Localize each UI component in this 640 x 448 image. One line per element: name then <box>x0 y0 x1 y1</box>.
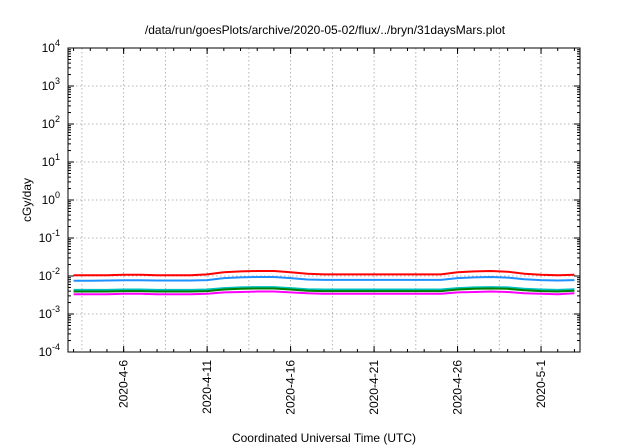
series-line-2 <box>73 276 575 282</box>
x-tick-label: 2020-4-21 <box>367 360 381 415</box>
y-tick-label: 104 <box>42 38 60 55</box>
y-tick-label: 10-4 <box>39 342 60 359</box>
grid-layer <box>68 48 580 352</box>
x-tick-label: 2020-5-1 <box>534 360 548 408</box>
y-axis-ticks: 10-4 10-3 10-2 10-1 100 101 102 103 104 <box>39 38 580 359</box>
series-line-5 <box>73 290 575 296</box>
series-line-1 <box>73 270 575 277</box>
y-tick-label: 101 <box>42 152 60 169</box>
x-tick-label: 2020-4-6 <box>117 360 131 408</box>
series-layer <box>73 270 575 296</box>
x-axis-label: Coordinated Universal Time (UTC) <box>232 431 416 445</box>
x-tick-label: 2020-4-11 <box>200 360 214 414</box>
y-tick-label: 100 <box>42 190 60 207</box>
x-tick-label: 2020-4-16 <box>284 360 298 415</box>
y-tick-label: 10-2 <box>39 266 60 283</box>
y-tick-label: 103 <box>42 76 60 93</box>
x-axis-ticks: 2020-4-6 2020-4-11 2020-4-16 2020-4-21 2020-… <box>73 48 575 415</box>
y-tick-label: 10-1 <box>39 228 60 245</box>
y-axis-label: cGy/day <box>20 178 34 222</box>
chart-title: /data/run/goesPlots/archive/2020-05-02/f… <box>145 23 506 37</box>
y-tick-label: 10-3 <box>39 304 60 321</box>
x-tick-label: 2020-4-26 <box>451 360 465 415</box>
series-line-3 <box>73 286 575 291</box>
series-line-4 <box>73 287 575 293</box>
y-tick-label: 102 <box>42 114 60 131</box>
